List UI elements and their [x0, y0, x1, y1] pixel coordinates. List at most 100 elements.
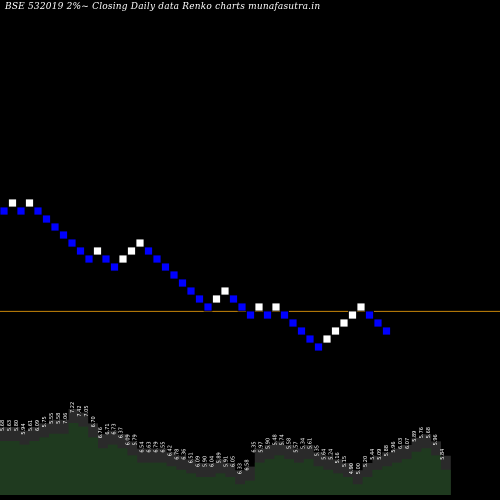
down-brick — [280, 310, 289, 320]
down-brick — [305, 334, 315, 344]
down-brick — [59, 230, 68, 240]
price-label: 5.90 — [265, 438, 271, 449]
up-brick — [127, 246, 136, 256]
down-brick — [365, 310, 374, 320]
up-brick — [135, 238, 145, 248]
price-label: 5.96 — [391, 441, 397, 452]
price-label: 5.55 — [49, 413, 55, 424]
price-label: 5.00 — [356, 463, 362, 474]
up-brick — [220, 286, 230, 296]
down-brick — [67, 238, 77, 248]
price-label: 6.35 — [251, 441, 257, 452]
price-label: 6.09 — [126, 434, 132, 445]
price-label: 6.37 — [119, 427, 125, 438]
down-brick — [33, 206, 43, 216]
price-label: 5.90 — [203, 456, 209, 467]
price-label: 5.88 — [384, 445, 390, 456]
price-label: 5.63 — [7, 420, 13, 431]
price-label: 5.68 — [426, 427, 432, 438]
price-label: 5.64 — [321, 449, 327, 460]
up-brick — [271, 302, 281, 312]
down-brick — [50, 222, 60, 232]
price-label: 5.80 — [14, 420, 20, 431]
price-label: 5.74 — [279, 434, 285, 445]
price-label: 6.03 — [398, 438, 404, 449]
down-brick — [314, 342, 323, 352]
price-label: 5.61 — [28, 420, 34, 431]
price-label: 5.61 — [307, 438, 313, 449]
price-label: 5.44 — [370, 449, 376, 460]
price-label: 5.89 — [412, 431, 418, 442]
price-label: 6.09 — [35, 420, 41, 431]
price-label: 5.79 — [133, 434, 139, 445]
up-brick — [93, 246, 102, 256]
price-label: 5.91 — [223, 456, 229, 467]
down-brick — [246, 310, 255, 320]
price-label: 5.34 — [300, 438, 306, 449]
price-label: 7.06 — [63, 413, 69, 424]
price-label: 6.42 — [168, 445, 174, 456]
price-label: 5.20 — [363, 456, 369, 467]
price-label: 5.76 — [419, 427, 425, 438]
volume-area — [0, 423, 451, 495]
price-label: 5.58 — [56, 413, 62, 424]
price-label: 5.84 — [440, 449, 446, 460]
price-label: 6.78 — [175, 449, 181, 460]
price-label: 6.79 — [154, 441, 160, 452]
price-label: 6.09 — [196, 456, 202, 467]
down-brick — [263, 310, 272, 320]
price-label: 6.05 — [230, 456, 236, 467]
price-label: 5.89 — [217, 452, 223, 463]
down-brick — [229, 294, 238, 304]
down-brick — [144, 246, 153, 256]
price-label: 6.71 — [105, 423, 111, 434]
down-brick — [203, 302, 213, 312]
up-brick — [25, 198, 34, 208]
price-label: 5.24 — [328, 449, 334, 460]
price-label: 6.70 — [91, 416, 97, 427]
price-label: 5.58 — [286, 438, 292, 449]
down-brick — [101, 254, 111, 264]
price-label: 6.04 — [210, 456, 216, 467]
down-brick — [152, 254, 162, 264]
price-label: 5.35 — [314, 445, 320, 456]
up-brick — [8, 198, 17, 208]
price-label: 6.55 — [161, 441, 167, 452]
price-label: 6.54 — [140, 441, 146, 452]
up-brick — [254, 302, 264, 312]
price-label: 6.36 — [182, 449, 188, 460]
down-brick — [297, 326, 306, 336]
down-brick — [186, 286, 196, 296]
price-label: 5.48 — [272, 434, 278, 445]
price-label: 5.94 — [21, 423, 27, 434]
down-brick — [237, 302, 247, 312]
price-label: 5.57 — [293, 441, 299, 452]
price-label: 5.75 — [42, 416, 48, 427]
down-brick — [16, 206, 26, 216]
price-label: 5.97 — [258, 441, 264, 452]
down-brick — [178, 278, 187, 288]
up-brick — [348, 310, 357, 320]
price-label: 6.33 — [237, 463, 243, 474]
price-label: 5.16 — [335, 452, 341, 463]
price-label: 7.42 — [77, 405, 83, 416]
down-brick — [161, 262, 170, 272]
down-brick — [84, 254, 94, 264]
price-label: 6.73 — [112, 423, 118, 434]
price-label: 5.96 — [433, 434, 439, 445]
up-brick — [322, 334, 332, 344]
price-label: 5.68 — [0, 420, 6, 431]
price-label: 7.05 — [84, 405, 90, 416]
up-brick — [331, 326, 340, 336]
down-brick — [169, 270, 179, 280]
up-brick — [339, 318, 349, 328]
up-brick — [356, 302, 366, 312]
price-label: 6.76 — [98, 427, 104, 438]
price-label: 7.22 — [70, 402, 76, 413]
down-brick — [42, 214, 51, 224]
up-brick — [118, 254, 128, 264]
down-brick — [0, 206, 9, 216]
price-label: 6.07 — [405, 438, 411, 449]
price-label: 4.90 — [349, 463, 355, 474]
